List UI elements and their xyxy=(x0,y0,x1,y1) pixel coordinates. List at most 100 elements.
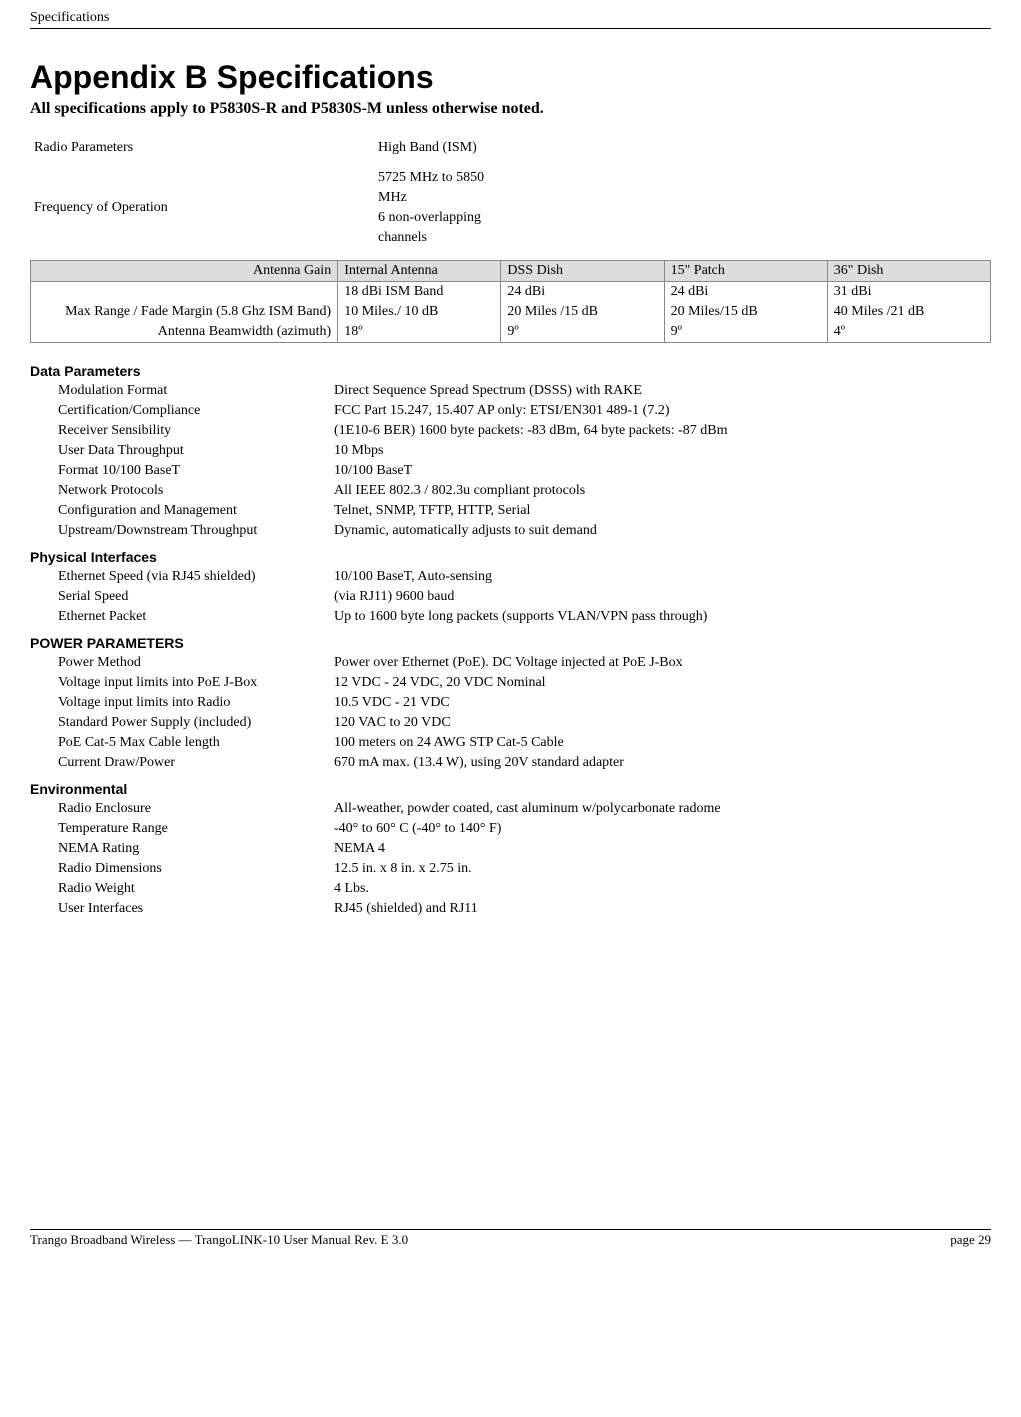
antenna-header-patch: 15" Patch xyxy=(664,261,827,282)
spec-key: Network Protocols xyxy=(58,481,334,501)
radio-parameters-value: High Band (ISM) xyxy=(374,138,484,158)
antenna-row0-c1: 18 dBi ISM Band xyxy=(338,282,501,303)
spec-row: Current Draw/Power670 mA max. (13.4 W), … xyxy=(58,753,691,773)
antenna-row1-c3: 20 Miles/15 dB xyxy=(664,302,827,322)
spec-value: 10/100 BaseT xyxy=(334,461,736,481)
spec-row: PoE Cat-5 Max Cable length100 meters on … xyxy=(58,733,691,753)
spec-value: Direct Sequence Spread Spectrum (DSSS) w… xyxy=(334,381,736,401)
spec-key: Configuration and Management xyxy=(58,501,334,521)
antenna-row1-label: Max Range / Fade Margin (5.8 Ghz ISM Ban… xyxy=(31,302,338,322)
spec-list-table: Modulation FormatDirect Sequence Spread … xyxy=(58,381,736,541)
spec-value: Up to 1600 byte long packets (supports V… xyxy=(334,607,715,627)
antenna-row1-c4: 40 Miles /21 dB xyxy=(827,302,990,322)
spec-row: Configuration and ManagementTelnet, SNMP… xyxy=(58,501,736,521)
frequency-line2: MHz xyxy=(374,188,484,208)
spec-key: Current Draw/Power xyxy=(58,753,334,773)
spec-key: Radio Enclosure xyxy=(58,799,334,819)
spec-row: Temperature Range-40° to 60° C (-40° to … xyxy=(58,819,729,839)
spec-key: Upstream/Downstream Throughput xyxy=(58,521,334,541)
spec-key: Power Method xyxy=(58,653,334,673)
spec-value: -40° to 60° C (-40° to 140° F) xyxy=(334,819,729,839)
frequency-line3: 6 non-overlapping xyxy=(374,208,484,228)
spec-value: 670 mA max. (13.4 W), using 20V standard… xyxy=(334,753,691,773)
spec-value: 10/100 BaseT, Auto-sensing xyxy=(334,567,715,587)
spec-value: All IEEE 802.3 / 802.3u compliant protoc… xyxy=(334,481,736,501)
spec-row: Serial Speed(via RJ11) 9600 baud xyxy=(58,587,715,607)
spec-row: Certification/ComplianceFCC Part 15.247,… xyxy=(58,401,736,421)
spec-list-table: Ethernet Speed (via RJ45 shielded)10/100… xyxy=(58,567,715,627)
spec-value: (via RJ11) 9600 baud xyxy=(334,587,715,607)
spec-row: Power MethodPower over Ethernet (PoE). D… xyxy=(58,653,691,673)
spec-value: Dynamic, automatically adjusts to suit d… xyxy=(334,521,736,541)
spec-value: (1E10-6 BER) 1600 byte packets: -83 dBm,… xyxy=(334,421,736,441)
spec-key: Standard Power Supply (included) xyxy=(58,713,334,733)
radio-params-block: Radio Parameters High Band (ISM) Frequen… xyxy=(30,138,991,248)
spec-value: Power over Ethernet (PoE). DC Voltage in… xyxy=(334,653,691,673)
spec-key: Radio Dimensions xyxy=(58,859,334,879)
spec-row: Standard Power Supply (included)120 VAC … xyxy=(58,713,691,733)
spec-row: Voltage input limits into PoE J-Box12 VD… xyxy=(58,673,691,693)
spec-row: Receiver Sensibility (1E10-6 BER) 1600 b… xyxy=(58,421,736,441)
antenna-row0-c2: 24 dBi xyxy=(501,282,664,303)
spec-value: FCC Part 15.247, 15.407 AP only: ETSI/EN… xyxy=(334,401,736,421)
spec-key: Serial Speed xyxy=(58,587,334,607)
spec-key: Radio Weight xyxy=(58,879,334,899)
spec-value: 4 Lbs. xyxy=(334,879,729,899)
antenna-row0-label xyxy=(31,282,338,303)
footer-left: Trango Broadband Wireless — TrangoLINK-1… xyxy=(30,1232,408,1248)
antenna-table: Antenna Gain Internal Antenna DSS Dish 1… xyxy=(30,260,991,343)
section-heading: POWER PARAMETERS xyxy=(30,635,991,651)
spec-row: Format 10/100 BaseT10/100 BaseT xyxy=(58,461,736,481)
spec-key: Receiver Sensibility xyxy=(58,421,334,441)
spec-key: User Interfaces xyxy=(58,899,334,919)
spec-key: PoE Cat-5 Max Cable length xyxy=(58,733,334,753)
spec-row: User InterfacesRJ45 (shielded) and RJ11 xyxy=(58,899,729,919)
spec-value: RJ45 (shielded) and RJ11 xyxy=(334,899,729,919)
section-heading: Data Parameters xyxy=(30,363,991,379)
appendix-title: Appendix B Specifications xyxy=(30,59,991,96)
running-header: Specifications xyxy=(30,10,991,29)
spec-row: Ethernet Speed (via RJ45 shielded)10/100… xyxy=(58,567,715,587)
spec-value: 12.5 in. x 8 in. x 2.75 in. xyxy=(334,859,729,879)
frequency-line4: channels xyxy=(374,228,484,248)
antenna-row1-c2: 20 Miles /15 dB xyxy=(501,302,664,322)
spec-row: Network ProtocolsAll IEEE 802.3 / 802.3u… xyxy=(58,481,736,501)
spec-row: NEMA RatingNEMA 4 xyxy=(58,839,729,859)
antenna-row2-c4: 4º xyxy=(827,322,990,343)
spec-key: Certification/Compliance xyxy=(58,401,334,421)
antenna-row0-c3: 24 dBi xyxy=(664,282,827,303)
antenna-row2-c1: 18º xyxy=(338,322,501,343)
radio-parameters-label: Radio Parameters xyxy=(30,138,374,158)
subhead: All specifications apply to P5830S-R and… xyxy=(30,100,991,118)
spec-row: Ethernet PacketUp to 1600 byte long pack… xyxy=(58,607,715,627)
spec-row: Radio Dimensions12.5 in. x 8 in. x 2.75 … xyxy=(58,859,729,879)
spec-value: All-weather, powder coated, cast aluminu… xyxy=(334,799,729,819)
spec-row: Radio EnclosureAll-weather, powder coate… xyxy=(58,799,729,819)
spec-key: Voltage input limits into PoE J-Box xyxy=(58,673,334,693)
spec-value: 10 Mbps xyxy=(334,441,736,461)
spec-value: NEMA 4 xyxy=(334,839,729,859)
spec-key: Voltage input limits into Radio xyxy=(58,693,334,713)
spec-key: Format 10/100 BaseT xyxy=(58,461,334,481)
antenna-header-dish: 36" Dish xyxy=(827,261,990,282)
spec-list-table: Power MethodPower over Ethernet (PoE). D… xyxy=(58,653,691,773)
footer-right: page 29 xyxy=(950,1232,991,1248)
spec-value: 100 meters on 24 AWG STP Cat-5 Cable xyxy=(334,733,691,753)
antenna-header-dss: DSS Dish xyxy=(501,261,664,282)
page-footer: Trango Broadband Wireless — TrangoLINK-1… xyxy=(30,1229,991,1248)
spec-value: 12 VDC - 24 VDC, 20 VDC Nominal xyxy=(334,673,691,693)
antenna-header-internal: Internal Antenna xyxy=(338,261,501,282)
spec-key: User Data Throughput xyxy=(58,441,334,461)
spec-value: 10.5 VDC - 21 VDC xyxy=(334,693,691,713)
spec-row: Modulation FormatDirect Sequence Spread … xyxy=(58,381,736,401)
section-heading: Physical Interfaces xyxy=(30,549,991,565)
spec-key: NEMA Rating xyxy=(58,839,334,859)
frequency-label: Frequency of Operation xyxy=(30,168,374,248)
spec-key: Ethernet Speed (via RJ45 shielded) xyxy=(58,567,334,587)
spec-row: Voltage input limits into Radio10.5 VDC … xyxy=(58,693,691,713)
spec-value: 120 VAC to 20 VDC xyxy=(334,713,691,733)
spec-row: Upstream/Downstream ThroughputDynamic, a… xyxy=(58,521,736,541)
antenna-row2-c3: 9º xyxy=(664,322,827,343)
antenna-row2-c2: 9º xyxy=(501,322,664,343)
antenna-header-gain: Antenna Gain xyxy=(31,261,338,282)
